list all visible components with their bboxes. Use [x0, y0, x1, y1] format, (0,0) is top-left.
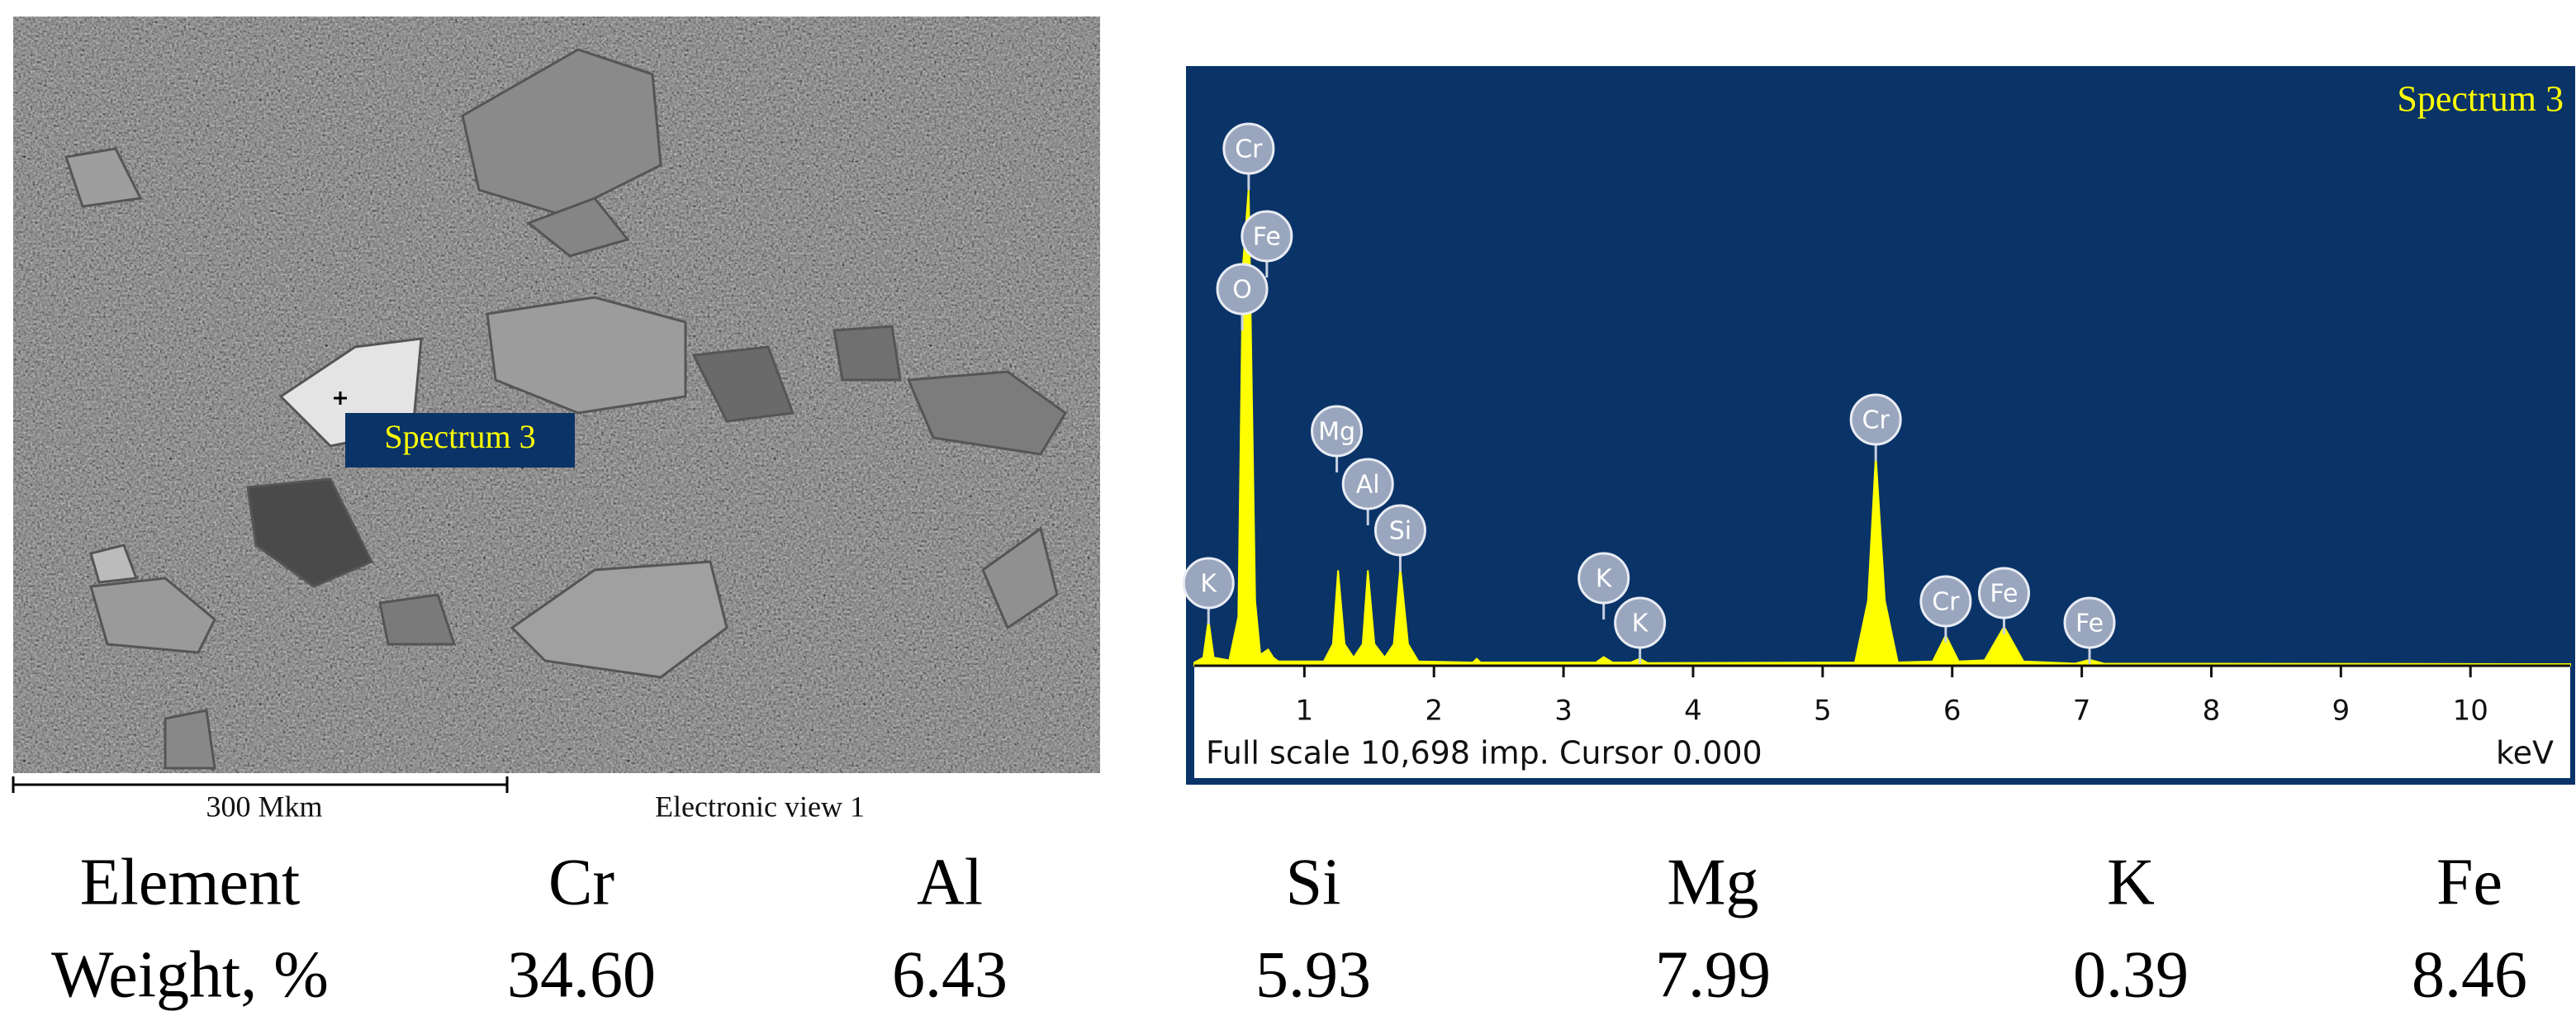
- peak-label: K: [1200, 570, 1217, 599]
- peak-marker: [1216, 263, 1269, 316]
- scale-bar-label: 300 Mkm: [206, 790, 322, 823]
- peak-marker: [1222, 122, 1275, 175]
- x-tick-label: 3: [1554, 695, 1573, 728]
- x-tick-label: 5: [1814, 695, 1832, 728]
- x-tick-label: 4: [1684, 695, 1702, 728]
- peak-label: Si: [1389, 517, 1411, 546]
- peak-label: Fe: [2076, 610, 2104, 638]
- peak-label: Al: [1356, 471, 1380, 500]
- peak-marker: [1977, 567, 2030, 619]
- peak-label: Cr: [1932, 588, 1960, 617]
- peak-marker: [1341, 458, 1394, 510]
- x-tick-label: 6: [1943, 695, 1962, 728]
- table-header-cell: Cr: [548, 846, 614, 918]
- peak-label: O: [1232, 276, 1252, 305]
- peak-marker: [1577, 552, 1630, 605]
- sem-image: Spectrum 3: [13, 17, 1100, 773]
- marker-label: Spectrum 3: [384, 418, 535, 455]
- spectrum-axis-band: [1194, 666, 2570, 778]
- image-caption: Electronic view 1: [655, 790, 865, 823]
- table-header-cell: Element: [80, 846, 301, 918]
- peak-marker: [1919, 575, 1972, 628]
- table-header-cell: Si: [1286, 846, 1341, 918]
- peak-marker: [1241, 210, 1293, 263]
- spectrum-title: Spectrum 3: [2397, 78, 2564, 119]
- spectrum-footer: Full scale 10,698 imp. Cursor 0.000: [1206, 735, 1762, 771]
- table-cell: 34.60: [507, 938, 656, 1011]
- peak-marker: [1182, 557, 1235, 610]
- table-cell: Weight, %: [51, 938, 329, 1011]
- table-header-cell: Al: [917, 846, 983, 918]
- peak-label: Cr: [1235, 135, 1263, 164]
- spectrum-area: [1193, 187, 2571, 667]
- table-cell: 5.93: [1255, 938, 1371, 1011]
- x-tick-label: 1: [1296, 695, 1314, 728]
- peak-label: Cr: [1862, 406, 1890, 435]
- table-cell: 7.99: [1655, 938, 1771, 1011]
- peak-label: Fe: [1990, 580, 2018, 609]
- x-tick-label: 8: [2203, 695, 2221, 728]
- table-cell: 6.43: [892, 938, 1008, 1011]
- peak-label: Mg: [1318, 418, 1355, 447]
- peak-marker: [1373, 504, 1426, 557]
- peak-marker: [1614, 596, 1667, 649]
- peak-marker: [2063, 596, 2116, 649]
- x-tick-label: 2: [1425, 695, 1443, 728]
- x-tick-label: 10: [2453, 695, 2488, 728]
- table-header-cell: Mg: [1667, 846, 1758, 918]
- table-cell: 0.39: [2073, 938, 2189, 1011]
- peak-marker: [1311, 405, 1364, 458]
- peak-label: K: [1632, 610, 1649, 638]
- table-header-cell: Fe: [2436, 846, 2502, 918]
- x-tick-label: 9: [2332, 695, 2351, 728]
- x-axis-label: keV: [2496, 735, 2554, 771]
- peak-marker: [1849, 393, 1902, 446]
- table-cell: 8.46: [2412, 938, 2527, 1011]
- table-header-cell: K: [2107, 846, 2155, 918]
- marker-box: [345, 413, 575, 468]
- peak-label: Fe: [1253, 223, 1281, 252]
- peak-label: K: [1596, 565, 1613, 594]
- x-tick-label: 7: [2073, 695, 2091, 728]
